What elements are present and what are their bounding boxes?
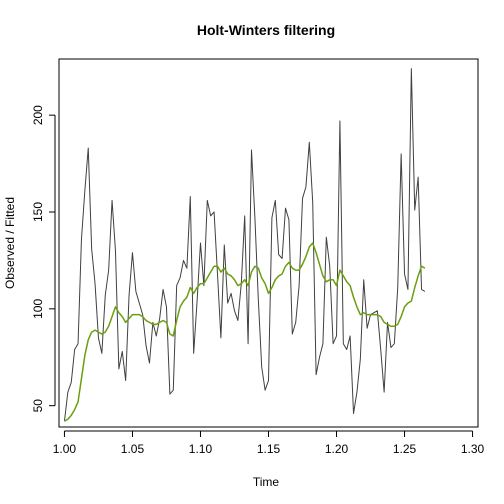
y-tick-label: 200	[31, 105, 45, 125]
y-axis: 50 100 150 200	[31, 105, 56, 413]
x-axis-label: Time	[253, 475, 280, 489]
x-tick-label: 1.15	[257, 442, 281, 456]
y-tick-label: 50	[31, 399, 45, 413]
x-tick-label: 1.00	[53, 442, 77, 456]
plot-frame	[58, 58, 479, 428]
series-layer	[63, 68, 426, 422]
x-axis: 1.00 1.05 1.10 1.15 1.20 1.25 1.30	[53, 430, 485, 456]
x-tick-label: 1.10	[189, 442, 213, 456]
observed-series-line	[63, 68, 426, 422]
fitted-series-line	[64, 242, 426, 422]
y-tick-label: 150	[31, 202, 45, 222]
y-axis-label: Observed / Fitted	[3, 197, 17, 289]
x-tick-label: 1.20	[325, 442, 349, 456]
chart-title: Holt-Winters filtering	[197, 22, 335, 38]
x-tick-label: 1.05	[121, 442, 145, 456]
y-tick-label: 100	[31, 299, 45, 319]
x-tick-label: 1.25	[393, 442, 417, 456]
x-tick-label: 1.30	[461, 442, 485, 456]
